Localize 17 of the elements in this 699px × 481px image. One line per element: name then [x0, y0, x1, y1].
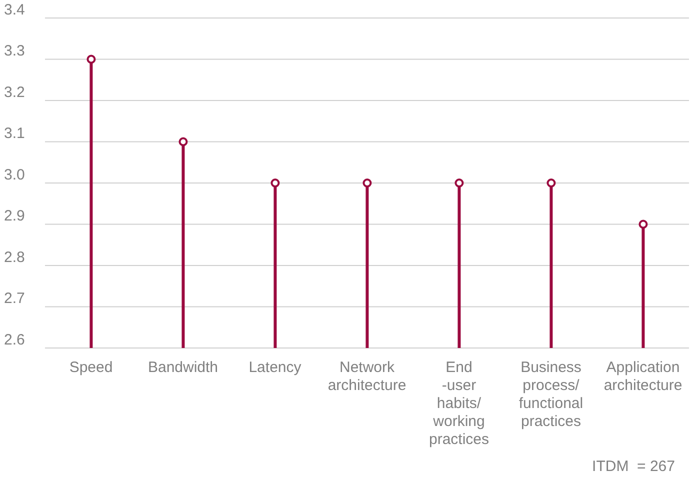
- y-tick-label: 2.8: [4, 248, 25, 266]
- text: ITDM = 267: [592, 458, 675, 475]
- y-tick-label: 3.1: [4, 125, 25, 142]
- y-tick-label: 2.9: [4, 208, 25, 225]
- y-tick-label: 3.4: [4, 1, 25, 18]
- x-tick-label: Business process/ functional practices: [518, 359, 584, 430]
- y-tick-label: 2.7: [4, 290, 25, 308]
- x-tick-label: Network architecture: [328, 359, 406, 394]
- x-tick-label: Latency: [248, 359, 302, 376]
- x-tick-label: End -user habits/ working practices: [428, 359, 490, 448]
- x-tick-label: Speed: [69, 359, 113, 376]
- y-tick-label: 2.6: [4, 331, 25, 348]
- y-tick-label: 3.2: [4, 84, 25, 101]
- y-tick-label: 3.0: [4, 166, 25, 184]
- y-tick-label: 3.3: [4, 42, 25, 60]
- x-tick-label: Application architecture: [604, 359, 682, 394]
- x-tick-label: Bandwidth: [148, 359, 218, 376]
